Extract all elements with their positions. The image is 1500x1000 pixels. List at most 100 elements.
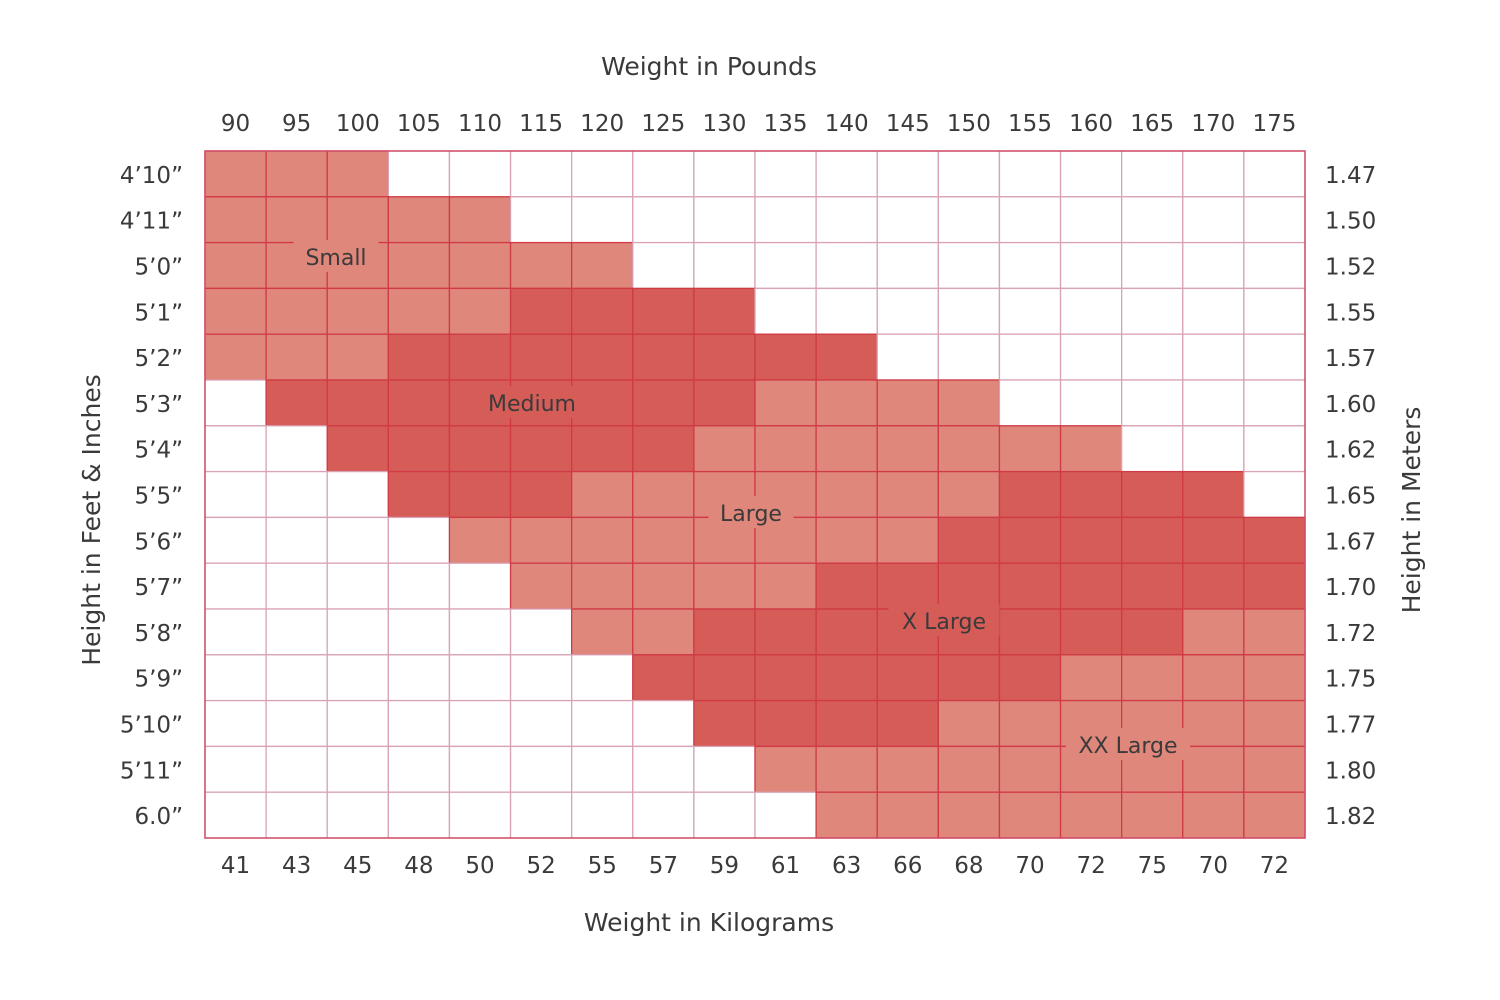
cell-empty	[1059, 150, 1123, 198]
cell-large	[876, 470, 939, 519]
cell-empty	[204, 791, 267, 839]
cell-empty	[387, 654, 451, 702]
cell-medium	[448, 425, 512, 473]
size-label-bg	[293, 240, 379, 272]
cell-empty	[815, 196, 878, 244]
cell-x-large	[693, 608, 756, 656]
x-tick-kilograms: 48	[404, 853, 433, 879]
cell-empty	[326, 516, 389, 564]
x-tick-pounds: 160	[1069, 111, 1113, 137]
cell-x-large	[1059, 516, 1123, 564]
cell-large	[754, 562, 817, 610]
cell-empty	[265, 608, 328, 656]
cell-empty	[632, 150, 695, 198]
y-tick-feet-inches: 6.0”	[135, 804, 184, 830]
cell-empty	[1121, 287, 1184, 335]
x-tick-kilograms: 72	[1260, 853, 1289, 879]
cell-large	[693, 562, 756, 610]
cell-large	[571, 516, 634, 564]
cell-empty	[1121, 241, 1184, 290]
tick-labels-layer: 90 95 100 105 110 115 120 125 130 135 140 145 150 155…	[120, 111, 1376, 879]
cell-x-large	[1243, 562, 1306, 610]
x-tick-pounds: 90	[221, 111, 250, 137]
cell-small	[448, 196, 512, 244]
cell-x-large	[998, 654, 1062, 702]
cell-large	[815, 470, 878, 519]
cell-x-large	[815, 608, 878, 656]
cell-medium	[509, 333, 573, 381]
cell-large	[937, 379, 1001, 427]
cell-xx-large	[1182, 608, 1245, 656]
y-tick-meters: 1.52	[1325, 255, 1376, 281]
cell-empty	[693, 241, 756, 290]
cell-x-large	[632, 654, 695, 702]
cell-medium	[632, 379, 695, 427]
cell-empty	[326, 470, 389, 519]
cell-xx-large	[754, 745, 817, 793]
cell-medium	[387, 470, 451, 519]
cell-empty	[509, 150, 573, 198]
cell-medium	[571, 333, 634, 381]
cell-x-large	[754, 608, 817, 656]
cell-empty	[1121, 333, 1184, 381]
cell-empty	[1243, 287, 1306, 335]
cell-empty	[693, 791, 756, 839]
cell-medium	[509, 425, 573, 473]
cell-empty	[1182, 150, 1245, 198]
cell-empty	[1182, 196, 1245, 244]
x-tick-pounds: 120	[580, 111, 624, 137]
cell-empty	[326, 562, 389, 610]
cell-empty	[265, 699, 328, 748]
cell-empty	[265, 791, 328, 839]
cell-empty	[815, 150, 878, 198]
y-tick-feet-inches: 5’6”	[135, 529, 184, 555]
cell-empty	[876, 333, 939, 381]
y-tick-feet-inches: 5’4”	[135, 438, 184, 464]
cell-empty	[998, 196, 1062, 244]
cell-empty	[1243, 379, 1306, 427]
cell-empty	[571, 196, 634, 244]
cell-empty	[204, 516, 267, 564]
y-tick-feet-inches: 5’2”	[135, 346, 184, 372]
cell-x-large	[876, 562, 939, 610]
x-axis-title-top: Weight in Pounds	[601, 52, 817, 81]
cell-empty	[1182, 287, 1245, 335]
cell-empty	[204, 745, 267, 793]
cell-small	[448, 287, 512, 335]
cell-empty	[1243, 425, 1306, 473]
y-tick-meters: 1.77	[1325, 713, 1376, 739]
cell-small	[387, 241, 451, 290]
cell-x-large	[1059, 470, 1123, 519]
cell-xx-large	[1182, 699, 1245, 748]
cell-large	[632, 516, 695, 564]
y-tick-feet-inches: 5’7”	[135, 575, 184, 601]
cell-x-large	[754, 699, 817, 748]
cell-large	[876, 379, 939, 427]
x-tick-kilograms: 43	[282, 853, 311, 879]
cell-large	[632, 608, 695, 656]
cell-xx-large	[1182, 745, 1245, 793]
y-axis-title-left: Height in Feet & Inches	[77, 374, 106, 666]
cell-empty	[876, 287, 939, 335]
plot-border	[204, 150, 1306, 839]
x-tick-pounds: 165	[1130, 111, 1174, 137]
cell-small	[265, 196, 328, 244]
cell-empty	[937, 196, 1001, 244]
cell-empty	[265, 470, 328, 519]
y-tick-feet-inches: 5’0”	[135, 255, 184, 281]
cell-empty	[1121, 379, 1184, 427]
cell-medium	[693, 333, 756, 381]
size-label-xx-large: XX Large	[1078, 734, 1177, 759]
y-tick-meters: 1.62	[1325, 438, 1376, 464]
cell-medium	[387, 333, 451, 381]
x-tick-kilograms: 68	[954, 853, 983, 879]
cell-xx-large	[998, 745, 1062, 793]
cell-x-large	[998, 608, 1062, 656]
cell-large	[754, 379, 817, 427]
y-tick-feet-inches: 5’10”	[120, 713, 183, 739]
cell-x-large	[1121, 516, 1184, 564]
y-tick-meters: 1.57	[1325, 346, 1376, 372]
cell-x-large	[1182, 562, 1245, 610]
cell-empty	[937, 241, 1001, 290]
x-tick-pounds: 95	[282, 111, 311, 137]
